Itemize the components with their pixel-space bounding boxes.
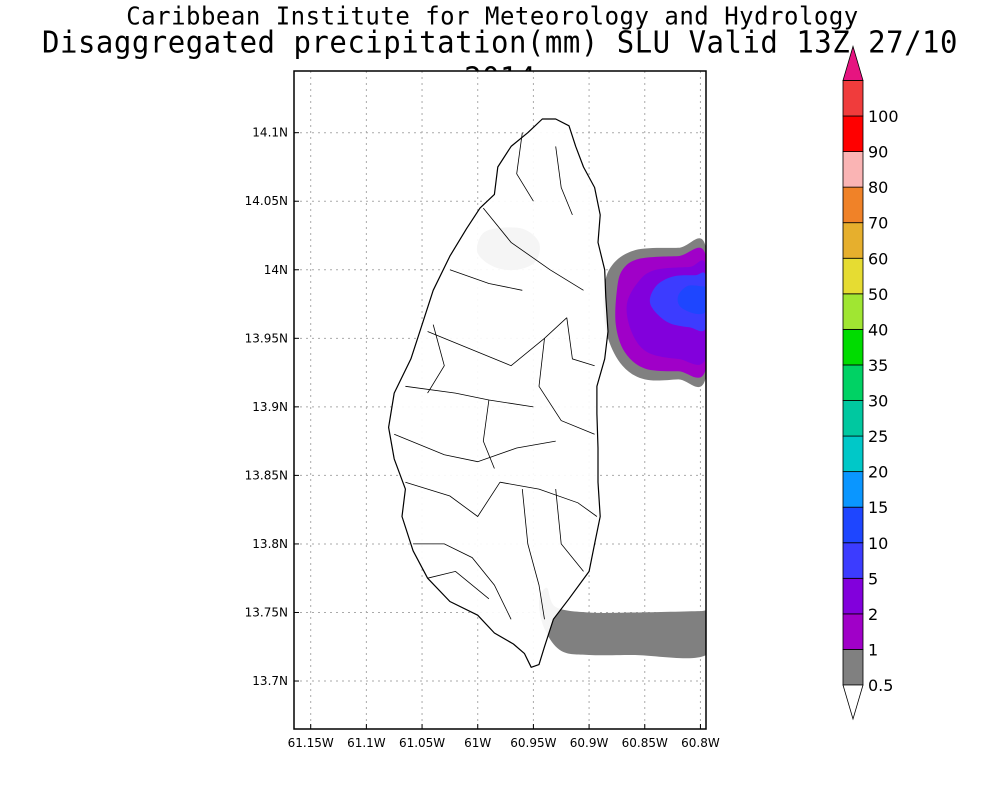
colorbar-segment: [842, 151, 864, 188]
colorbar-segment: [842, 186, 864, 224]
watershed-boundary: [566, 317, 595, 367]
colorbar-segment: [842, 542, 864, 579]
watershed-boundary: [521, 489, 545, 620]
colorbar-segment: [842, 364, 864, 401]
colorbar-segment: [842, 613, 864, 650]
y-axis-ticks: 13.7N 13.75N 13.8N 13.85N 13.9N 13.95N 14N 14.0…: [245, 126, 299, 688]
x-tick-label: 60.85W: [622, 736, 668, 750]
y-tick-label: 13.9N: [252, 400, 288, 414]
colorbar-label: 1: [868, 640, 878, 659]
watershed-boundary: [394, 433, 556, 463]
rain-area-south: [538, 587, 706, 659]
y-tick-label: 13.7N: [252, 674, 288, 688]
watershed-boundary: [555, 146, 573, 216]
colorbar-label: 70: [868, 214, 888, 233]
colorbar-label: 20: [868, 463, 888, 482]
colorbar-label: 25: [868, 427, 888, 446]
colorbar-label: 15: [868, 498, 888, 517]
watershed-boundary: [427, 324, 445, 394]
colorbar-label: 60: [868, 249, 888, 268]
watershed-boundary: [499, 481, 598, 517]
colorbar-segment: [842, 115, 864, 152]
x-tick-label: 61.1W: [347, 736, 386, 750]
watershed-boundary: [482, 399, 495, 469]
x-axis-ticks: 61.15W 61.1W 61.05W 61W 60.95W 60.9W 60.85W 60.…: [288, 724, 720, 750]
colorbar-segment: [842, 80, 864, 117]
colorbar-segment: [842, 506, 864, 544]
x-tick-label: 61.15W: [288, 736, 334, 750]
watershed-boundary: [482, 207, 584, 291]
x-tick-label: 61W: [464, 736, 491, 750]
colorbar-label: 0.5: [868, 676, 893, 695]
watershed-boundary: [427, 317, 568, 367]
y-tick-label: 13.8N: [252, 537, 288, 551]
colorbar-label: 10: [868, 534, 888, 553]
chart-title-line2: Disaggregated precipitation(mm) SLU Vali…: [42, 24, 958, 95]
x-tick-label: 61.05W: [399, 736, 445, 750]
x-tick-label: 60.9W: [570, 736, 609, 750]
x-tick-label: 60.95W: [510, 736, 556, 750]
watershed-boundary: [405, 481, 501, 518]
x-tick-label: 60.8W: [681, 736, 720, 750]
colorbar-label: 40: [868, 320, 888, 339]
watershed-boundary: [555, 489, 584, 572]
colorbar-segment: [842, 471, 864, 508]
y-tick-label: 14N: [264, 263, 288, 277]
colorbar-label: 30: [868, 392, 888, 411]
y-tick-label: 13.95N: [245, 331, 288, 345]
colorbar-label: 80: [868, 178, 888, 197]
rain-area-east-peak: [677, 285, 706, 315]
watershed-boundary: [449, 269, 523, 291]
colorbar-above-triangle: [842, 45, 864, 81]
colorbar-segment: [842, 257, 864, 295]
colorbar-segment: [842, 577, 864, 615]
colorbar-label: 2: [868, 605, 878, 624]
watershed-boundary: [413, 543, 512, 620]
colorbar-segment: [842, 400, 864, 437]
watershed-boundary: [516, 132, 534, 202]
watershed-boundary: [538, 338, 595, 435]
colorbar-label: 90: [868, 143, 888, 162]
y-tick-label: 14.05N: [245, 194, 288, 208]
watershed-boundary: [405, 385, 534, 408]
colorbar-segment: [842, 649, 864, 686]
watershed-boundary: [427, 570, 490, 600]
colorbar-label: 35: [868, 356, 888, 375]
map-plot-area: 61.15W 61.1W 61.05W 61W 60.95W 60.9W 60.85W 60.…: [245, 70, 720, 750]
colorbar-label: 100: [868, 107, 899, 126]
y-tick-label: 14.1N: [252, 126, 288, 140]
island-layer: [388, 118, 609, 668]
y-tick-label: 13.75N: [245, 605, 288, 619]
colorbar-segment: [842, 435, 864, 473]
island-coastline: [388, 118, 609, 668]
chart-title-line1: Caribbean Institute for Meteorology and …: [126, 1, 859, 31]
colorbar-segment: [842, 293, 864, 330]
colorbar-segment: [842, 328, 864, 366]
colorbar-below-triangle: [842, 684, 864, 721]
colorbar-segment: [842, 222, 864, 259]
colorbar-label: 5: [868, 569, 878, 588]
colorbar-label: 50: [868, 285, 888, 304]
map-frame: [293, 70, 707, 730]
y-tick-label: 13.85N: [245, 468, 288, 482]
